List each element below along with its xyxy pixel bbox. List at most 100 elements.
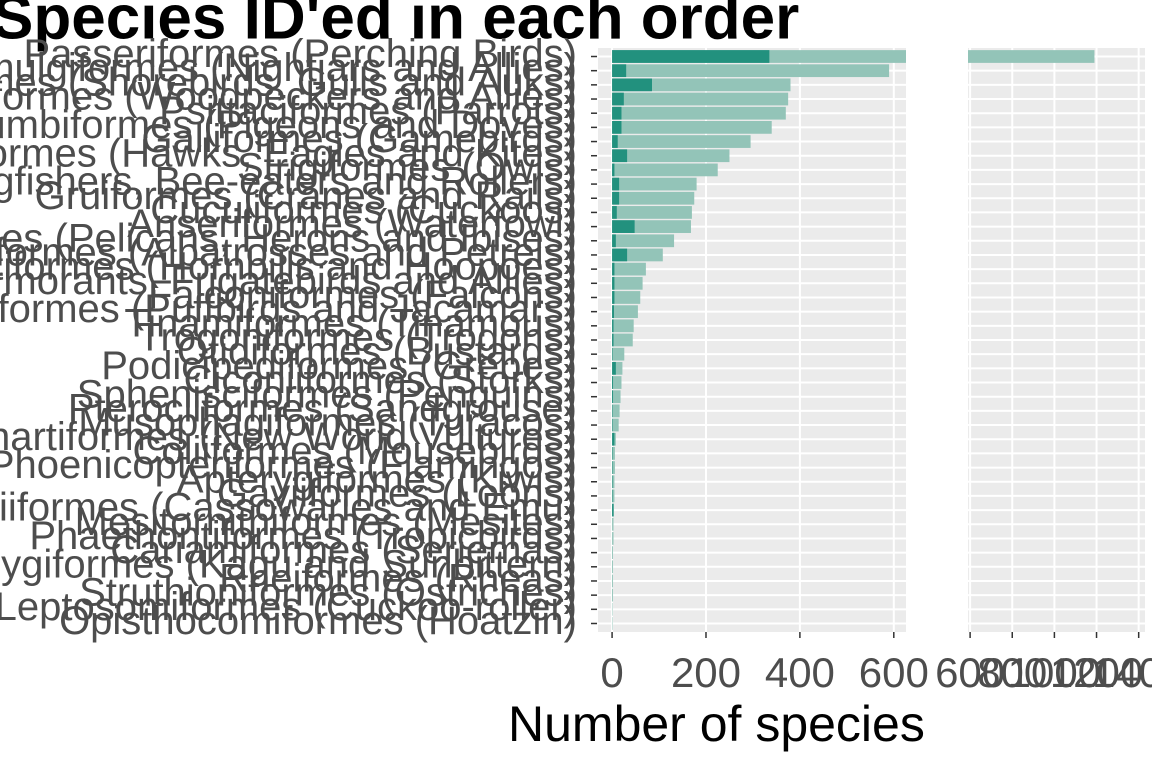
y-tick-label: Trogoniformes (Trogons) [138,316,577,360]
bar [612,588,614,602]
y-tick-label: Ciconiiformes (Storks) [184,358,577,402]
bar [612,291,641,304]
bar [612,121,622,134]
bar [612,489,615,503]
bar [612,149,628,163]
bar [612,347,625,361]
bar [612,461,615,474]
y-tick-label: Tinamiformes (Tinamous) [124,301,577,345]
y-tick-label: Opisthocomiformes (Hoatzin) [59,599,577,643]
bar [612,305,638,319]
y-tick-label: Accipitriformes (Hawks, Eagles and Kites… [0,131,577,175]
bar [612,248,628,262]
y-tick-label: Cariamiformes (Seriemas) [110,528,577,572]
bar [612,361,616,375]
y-tick-label: Phoenicopteriformes (Flamingos) [0,443,577,487]
y-tick-label: Procellariiformes (Albatrosses and Petre… [0,231,577,275]
x-tick-label: 0 [600,649,623,696]
bar [612,333,614,347]
y-tick-label: Gaviiformes (Loons) [217,471,577,515]
y-tick-label: Otidiformes (Bustards) [177,330,577,374]
bar [612,517,614,531]
bar [612,78,791,92]
y-tick-label: Cathartiformes (New World Vultures) [0,415,577,459]
bar [612,92,624,106]
bar [612,319,634,333]
bar [612,532,614,545]
y-tick-label: Galbuliformes (Puffbirds and Jacamars) [0,287,577,331]
y-tick-label: Psittaciformes (Parrots) [159,89,577,133]
bar [612,503,614,517]
y-tick-label: Eurypygiformes (Kagu and Sunbittern) [0,542,577,586]
bar [612,191,620,205]
y-tick-label: Gruiformes (Cranes and Rails) [35,174,577,218]
y-tick-label: Podicipediformes (Grebes) [101,344,577,388]
bar [612,333,633,347]
y-tick-label: Caprimulgiformes (Nightjars and Allies) [0,46,577,90]
bar [612,574,614,588]
bar [612,64,627,78]
y-tick-label: Coraciiformes (Kingfishers, Bee-eaters a… [0,160,577,204]
y-tick-label: Coliiformes (Mousebirds) [132,429,577,473]
y-tick-label: Charadriiformes (Shorebirds, Gulls and A… [0,60,577,104]
bar [612,191,695,205]
bar [612,546,614,559]
bar [612,276,615,290]
bar [612,418,619,432]
x-tick-label: 400 [765,649,835,696]
bar [612,206,617,219]
bar [612,206,692,219]
x-axis-label: Number of species [508,696,925,752]
y-tick-label: Pterocliformes (Sandgrouse) [68,386,577,430]
y-tick-label: Musophagiformes (Turacos) [78,401,577,445]
bar [612,135,618,148]
bar [612,106,786,120]
y-tick-label: Apterygiformes (Kiwis) [177,457,577,501]
y-tick-label: Passeriformes (Perching Birds) [24,32,578,76]
bar [612,432,615,446]
bar [612,177,620,191]
bar [612,447,615,460]
y-tick-label: Columbiformes (Pigeons and Doves) [0,103,577,147]
bar [612,106,622,120]
bar [612,262,646,276]
bar [612,291,615,304]
bar [612,475,615,489]
chart-title: Species ID'ed in each order [0,0,799,52]
bar [612,149,730,163]
y-tick-label: Falconiformes (Falcons) [148,273,577,317]
bar [612,121,772,134]
bar [612,135,751,148]
bar [612,78,652,92]
y-tick-label: Leptosomiformes (Cuckoo-roller) [0,585,577,629]
bar [612,390,621,404]
y-tick-label: Sphenisciformes (Penguins) [77,372,577,416]
y-tick-label: Galliformes (Gamebirds) [141,117,577,161]
y-tick-label: Anseriformes (Waterfowl) [127,202,577,246]
panel-layer [968,48,1145,632]
y-tick-label: Struthioniformes (Ostriches) [79,571,577,615]
bar [612,92,789,106]
bar [612,177,697,191]
bar [612,64,890,78]
bar [612,276,643,290]
bar [612,163,615,177]
y-tick-label: Cuculiformes (Cuckoos) [150,188,577,232]
bar [612,560,614,574]
bar [612,319,614,333]
y-tick-label: Rheiformes (Rheas) [219,557,577,601]
bar [612,361,623,375]
y-tick-label: Piciformes (Woodpeckers and Allies) [0,75,577,119]
x-tick-label: 1000 [1008,649,1101,696]
bar [612,404,620,418]
y-tick-label: Casuariiformes (Cassowaries and Emu) [0,486,577,530]
bar [612,376,622,389]
bar [612,305,614,319]
x-tick-label: 1200 [1050,649,1143,696]
x-tick-label: 600 [859,649,929,696]
y-tick-label: Bucerotiformes (Hornbills and Hoopoes) [0,245,577,289]
bar [612,163,718,177]
bar [612,234,616,248]
y-tick-label: Strigiformes (Owls) [237,145,577,189]
